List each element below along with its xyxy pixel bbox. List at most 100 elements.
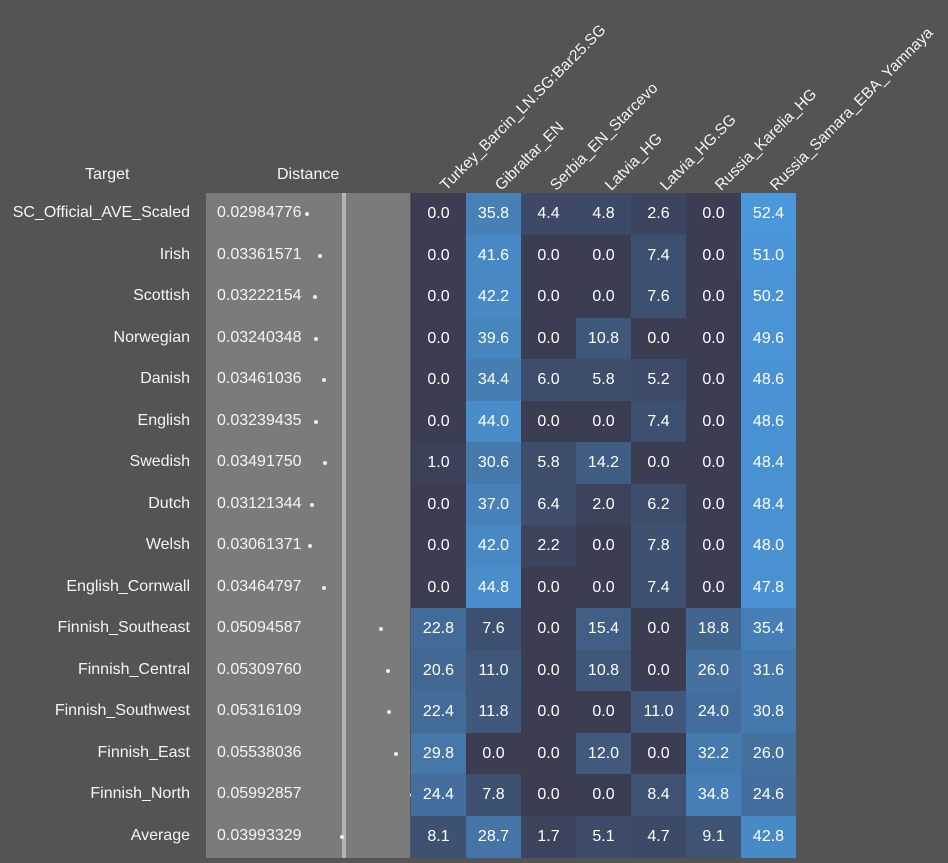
heatmap-cell: 0.0 — [686, 566, 741, 609]
heatmap-cell: 34.4 — [466, 359, 521, 401]
heatmap-cell: 30.6 — [466, 442, 521, 484]
heatmap-cell: 0.0 — [686, 400, 741, 443]
heatmap-cell: 11.0 — [466, 649, 521, 692]
heatmap-cell: 0.0 — [631, 649, 686, 692]
target-header: Target — [85, 166, 130, 183]
heatmap-cell: 22.4 — [411, 691, 466, 733]
heatmap-cell: 5.8 — [521, 442, 576, 484]
heatmap-cell: 14.2 — [576, 442, 631, 484]
row-label: Average — [130, 826, 190, 844]
heatmap-cell: 50.2 — [741, 276, 796, 318]
heatmap-cell: 35.4 — [741, 608, 796, 650]
heatmap-cell: 0.0 — [631, 732, 686, 775]
heatmap-cell: 48.0 — [741, 525, 796, 567]
heatmap-cell: 0.0 — [521, 691, 576, 733]
heatmap-cell: 5.2 — [631, 359, 686, 401]
row-label: Irish — [159, 245, 190, 263]
heatmap-cell: 0.0 — [521, 276, 576, 318]
heatmap-cell: 6.2 — [631, 483, 686, 526]
heatmap-cell: 24.6 — [741, 774, 796, 816]
distance-dot — [313, 336, 318, 341]
distance-value: 0.03461036 — [217, 370, 302, 387]
heatmap-cell: 0.0 — [576, 525, 631, 567]
distance-dot — [322, 461, 327, 465]
heatmap-cell: 0.0 — [411, 359, 466, 401]
row-label: Norwegian — [113, 328, 190, 346]
distance-dot — [394, 751, 399, 756]
heatmap-cell: 7.6 — [466, 608, 521, 650]
row-label: Welsh — [145, 536, 190, 553]
distance-header: Distance — [277, 166, 340, 183]
heatmap-cell: 44.8 — [466, 566, 521, 609]
heatmap-cell: 7.4 — [631, 400, 686, 443]
heatmap-cell: 29.8 — [411, 732, 466, 775]
column-header: Russia_Karelia_HG — [712, 85, 821, 195]
heatmap-cell: 0.0 — [686, 442, 741, 484]
distance-dot — [378, 627, 383, 631]
heatmap-cell: 0.0 — [686, 525, 741, 567]
distance-dot — [307, 544, 312, 548]
heatmap-cell: 9.1 — [686, 815, 741, 858]
heatmap-cell: 0.0 — [631, 317, 686, 360]
distance-dot — [309, 502, 314, 507]
row-label: Finnish_Southwest — [54, 702, 190, 719]
distance-dot — [313, 419, 318, 424]
heatmap-cell: 35.8 — [466, 193, 521, 235]
distance-value: 0.03993329 — [217, 826, 302, 844]
heatmap-cell: 47.8 — [741, 566, 796, 609]
heatmap-cell: 4.7 — [631, 815, 686, 858]
heatmap-cell: 49.6 — [741, 317, 796, 360]
heatmap-cell: 24.4 — [411, 774, 466, 816]
heatmap-cell: 0.0 — [521, 234, 576, 277]
heatmap-cell: 0.0 — [521, 774, 576, 816]
heatmap-cell: 20.6 — [411, 649, 466, 692]
row-label: Finnish_North — [90, 785, 190, 802]
heatmap-cell: 0.0 — [686, 193, 741, 235]
heatmap-cell: 48.4 — [741, 483, 796, 526]
distance-dot — [386, 710, 391, 714]
heatmap-cell: 7.4 — [631, 566, 686, 609]
distance-dot — [321, 585, 326, 590]
heatmap-cell: 2.0 — [576, 483, 631, 526]
row-label: SC_Official_AVE_Scaled — [12, 204, 190, 221]
heatmap-cell: 11.0 — [631, 691, 686, 733]
heatmap-cell: 0.0 — [686, 234, 741, 277]
heatmap-cell: 0.0 — [686, 276, 741, 318]
distance-value: 0.05538036 — [217, 743, 302, 761]
heatmap-cell: 31.6 — [741, 649, 796, 692]
row-label: Scottish — [133, 287, 190, 304]
distance-dot — [313, 295, 318, 299]
row-label: Finnish_East — [97, 743, 191, 761]
heatmap-cell: 5.8 — [576, 359, 631, 401]
heatmap-cell: 2.2 — [521, 525, 576, 567]
heatmap-cell: 10.8 — [576, 317, 631, 360]
heatmap-cell: 42.2 — [466, 276, 521, 318]
heatmap-cell: 42.8 — [741, 815, 796, 858]
row-label: English_Cornwall — [66, 577, 190, 595]
heatmap-cell: 0.0 — [576, 400, 631, 443]
distance-dot — [321, 378, 326, 382]
heatmap-cell: 0.0 — [411, 317, 466, 360]
heatmap-cell: 0.0 — [576, 774, 631, 816]
heatmap-cell: 52.4 — [741, 193, 796, 235]
heatmap-cell: 11.8 — [466, 691, 521, 733]
heatmap-cell: 0.0 — [466, 732, 521, 775]
distance-value: 0.05309760 — [217, 660, 302, 678]
heatmap-cell: 0.0 — [521, 317, 576, 360]
heatmap-cell: 0.0 — [411, 234, 466, 277]
distance-value: 0.03464797 — [217, 577, 302, 595]
heatmap-cell: 0.0 — [576, 234, 631, 277]
heatmap-cell: 0.0 — [411, 400, 466, 443]
heatmap-cell: 26.0 — [686, 649, 741, 692]
heatmap-cell: 0.0 — [521, 732, 576, 775]
distance-dot — [304, 212, 309, 216]
row-label: Finnish_Central — [77, 660, 190, 678]
heatmap-cell: 42.0 — [466, 525, 521, 567]
heatmap-cell: 0.0 — [411, 276, 466, 318]
heatmap-cell: 0.0 — [521, 566, 576, 609]
heatmap-cell: 0.0 — [631, 608, 686, 650]
heatmap-cell: 5.1 — [576, 815, 631, 858]
heatmap-cell: 18.8 — [686, 608, 741, 650]
heatmap-cell: 0.0 — [631, 442, 686, 484]
